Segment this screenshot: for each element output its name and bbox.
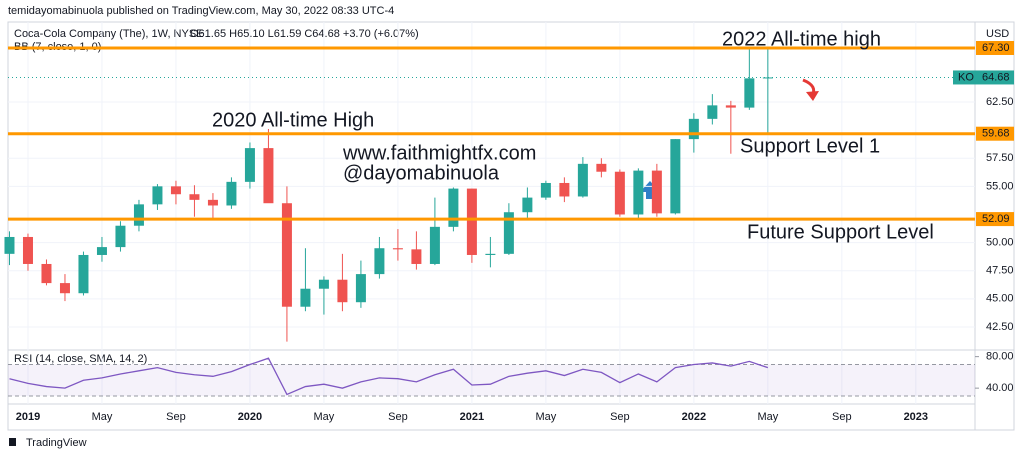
x-tick-label: 2020	[238, 411, 262, 423]
annotation: Support Level 1	[740, 135, 880, 157]
candle-body	[281, 203, 292, 307]
candle-body	[189, 194, 200, 200]
candle-body	[374, 248, 385, 275]
x-tick-label: Sep	[388, 411, 408, 423]
rsi-line	[9, 357, 769, 396]
x-tick-label: May	[535, 411, 556, 423]
candle-body	[540, 182, 551, 198]
candle-body	[41, 263, 52, 284]
candle-body	[503, 212, 514, 254]
candle-body	[762, 77, 773, 79]
level-label-box	[976, 126, 1014, 141]
candle-body	[263, 148, 274, 204]
candle-body	[744, 78, 755, 108]
candle-body	[485, 253, 496, 255]
level-label: 67.30	[982, 42, 1010, 54]
x-tick-label: Sep	[610, 411, 630, 423]
candle-body	[707, 105, 718, 119]
down-arrow-head	[806, 91, 819, 101]
x-tick-label: 2019	[16, 411, 40, 423]
candle-body	[725, 105, 736, 108]
up-arrow	[640, 181, 660, 199]
annotation: www.faithmightfx.com	[342, 142, 536, 164]
candle-body	[559, 182, 570, 197]
candle-body	[115, 225, 126, 248]
level-label-box	[976, 40, 1014, 55]
candle-body	[429, 226, 440, 264]
x-tick-label: May	[314, 411, 335, 423]
last-price-box	[953, 70, 1014, 85]
candle-body	[337, 279, 348, 303]
logo-mark	[9, 438, 16, 446]
y-tick-label: 47.50	[986, 265, 1014, 277]
rsi-title: RSI (14, close, SMA, 14, 2)	[14, 353, 147, 365]
candle-body	[411, 249, 422, 264]
last-price-label: 64.68	[982, 71, 1010, 83]
footer: TradingView	[26, 437, 87, 449]
candle-body	[633, 170, 644, 215]
rsi-band	[8, 364, 975, 397]
annotation: 2020 All-time High	[212, 109, 374, 131]
y-tick-label: 57.50	[986, 152, 1014, 164]
candle-body	[226, 181, 237, 206]
last-price-ticker: KO	[958, 71, 974, 83]
candle-body	[244, 148, 255, 182]
candle-body	[577, 163, 588, 197]
y-tick-label: 42.50	[986, 321, 1014, 333]
candle-body	[96, 247, 107, 255]
symbol: Coca-Cola Company (The), 1W, NYSE	[14, 28, 204, 40]
candle-body	[78, 254, 89, 294]
candle-body	[170, 186, 181, 195]
candle-body	[670, 139, 681, 214]
candle-body	[207, 199, 218, 206]
candle-body	[4, 236, 15, 254]
candle-body	[651, 170, 662, 214]
level-label: 52.09	[982, 213, 1010, 225]
x-tick-label: 2021	[460, 411, 484, 423]
x-tick-label: May	[757, 411, 778, 423]
annotation: 2022 All-time high	[722, 28, 881, 50]
candle-body	[133, 204, 144, 226]
currency: USD	[986, 28, 1009, 40]
y-tick-label: 62.50	[986, 96, 1014, 108]
candle-body	[22, 236, 33, 264]
y-tick-label: 45.00	[986, 293, 1014, 305]
candle-body	[59, 283, 70, 294]
y-tick-label: 50.00	[986, 237, 1014, 249]
candle-body	[355, 274, 366, 303]
annotation: Future Support Level	[747, 221, 934, 243]
candle-body	[448, 188, 459, 227]
y-tick-label: 55.00	[986, 180, 1014, 192]
x-tick-label: Sep	[166, 411, 186, 423]
candle-body	[614, 171, 625, 215]
x-tick-label: 2022	[682, 411, 706, 423]
y-tick-label: 80.00	[986, 351, 1014, 363]
candle-body	[300, 288, 311, 307]
logo: TradingView	[9, 437, 87, 449]
candle-body	[392, 248, 403, 250]
x-tick-label: May	[92, 411, 113, 423]
level-label: 59.68	[982, 128, 1010, 140]
candle-body	[522, 197, 533, 213]
published: temidayomabinuola published on TradingVi…	[8, 5, 394, 17]
candle-body	[152, 186, 163, 205]
y-tick-label: 40.00	[986, 382, 1014, 394]
candle-body	[466, 188, 477, 255]
x-tick-label: Sep	[832, 411, 852, 423]
x-tick-label: 2023	[904, 411, 928, 423]
level-label-box	[976, 212, 1014, 227]
annotation: @dayomabinuola	[343, 162, 500, 184]
candle-body	[688, 118, 699, 140]
ohlc: O61.65 H65.10 L61.59 C64.68 +3.70 (+6.07…	[190, 28, 419, 40]
candle-body	[596, 163, 607, 172]
candle-body	[318, 279, 329, 289]
